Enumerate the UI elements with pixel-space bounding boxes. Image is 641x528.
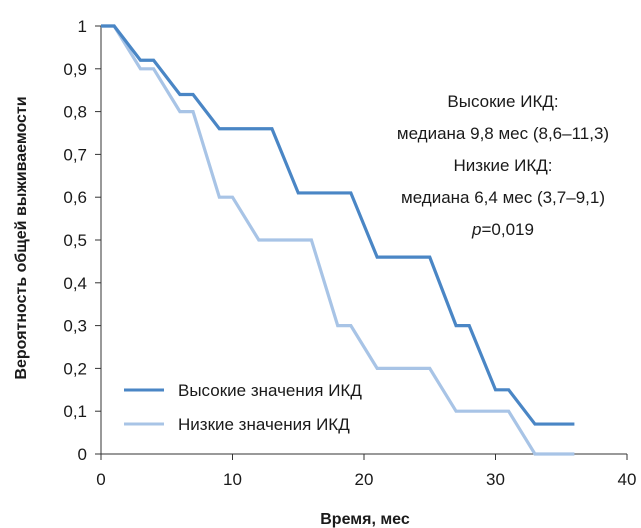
y-tick-label: 0,4 — [63, 274, 87, 293]
y-tick-label: 0 — [78, 445, 87, 464]
annotation-line-2: медиана 9,8 мес (8,6–11,3) — [397, 124, 609, 143]
legend: Высокие значения ИКД Низкие значения ИКД — [124, 381, 362, 434]
annotation-p-value: p=0,019 — [471, 220, 534, 239]
p-number: =0,019 — [481, 220, 533, 239]
legend-label-low: Низкие значения ИКД — [178, 415, 350, 434]
y-axis-title: Вероятность общей выживаемости — [13, 96, 30, 379]
x-tick-label: 20 — [355, 470, 374, 489]
annotation-line-4: медиана 6,4 мес (3,7–9,1) — [401, 188, 605, 207]
median-annotation: Высокие ИКД: медиана 9,8 мес (8,6–11,3) … — [397, 92, 609, 239]
y-tick-label: 0,5 — [63, 231, 87, 250]
y-tick-label: 1 — [78, 17, 87, 36]
series-layer — [101, 24, 575, 456]
x-tick-label: 40 — [618, 470, 637, 489]
p-symbol: p — [471, 220, 481, 239]
legend-label-high: Высокие значения ИКД — [178, 381, 362, 400]
series-line-high-ikd — [101, 24, 575, 426]
x-axis-title: Время, мес — [320, 511, 410, 528]
x-tick-label: 0 — [96, 470, 105, 489]
annotation-line-3: Низкие ИКД: — [453, 156, 552, 175]
annotation-line-1: Высокие ИКД: — [447, 92, 558, 111]
series-line-low-ikd — [101, 24, 575, 456]
y-tick-label: 0,1 — [63, 402, 87, 421]
y-tick-label: 0,2 — [63, 359, 87, 378]
y-tick-label: 0,9 — [63, 60, 87, 79]
x-tick-label: 30 — [486, 470, 505, 489]
y-tick-label: 0,8 — [63, 103, 87, 122]
y-tick-label: 0,7 — [63, 145, 87, 164]
y-tick-label: 0,3 — [63, 317, 87, 336]
x-tick-label: 10 — [223, 470, 242, 489]
axes: 00,10,20,30,40,50,60,70,80,910 10 20 30 40 — [63, 17, 636, 489]
y-tick-label: 0,6 — [63, 188, 87, 207]
